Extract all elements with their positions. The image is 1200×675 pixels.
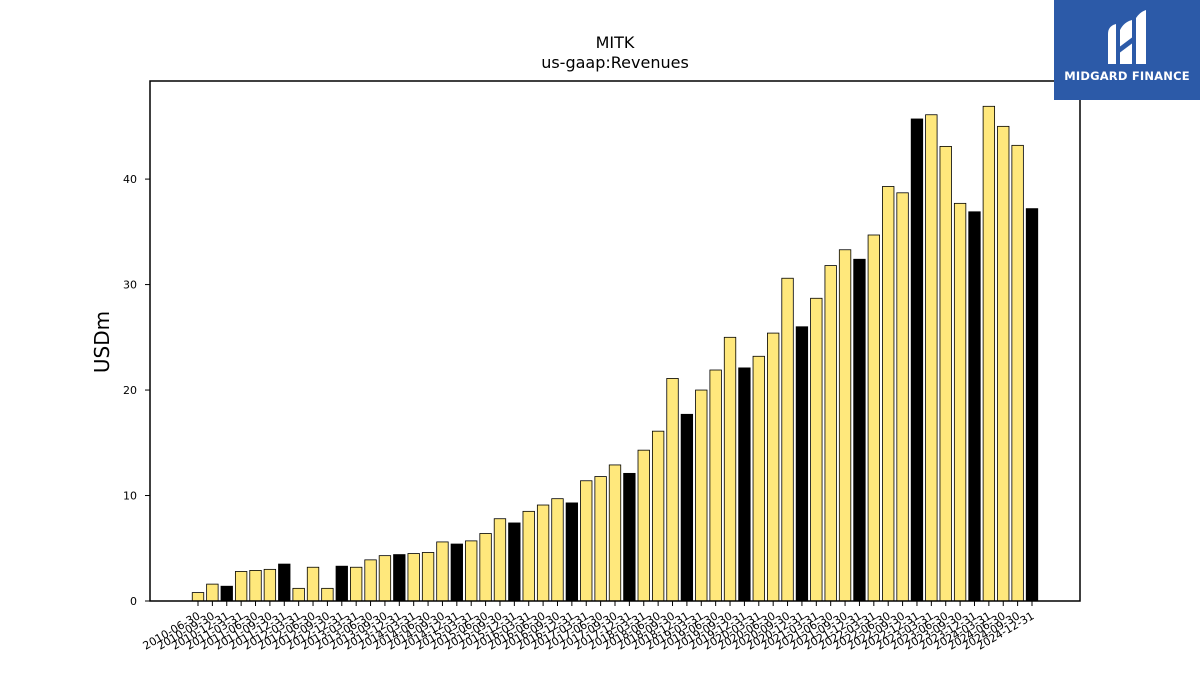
quarter-bar: [695, 389, 708, 602]
quarter-bar: [608, 464, 622, 602]
quarter-bar: [493, 518, 507, 602]
quarter-bar: [465, 540, 478, 602]
midgard-finance-logo: MIDGARD FINANCE: [1054, 0, 1200, 100]
annual-bar: [968, 211, 981, 602]
quarter-bar: [479, 533, 492, 602]
quarter-bar: [810, 297, 823, 602]
quarter-bar: [867, 234, 880, 602]
annual-bar: [853, 258, 866, 602]
bar-group: [191, 105, 1039, 602]
x-axis: 2010-06-302010-09-302010-12-312011-03-31…: [141, 601, 1037, 653]
quarter-bar: [838, 249, 852, 602]
logo-text: MIDGARD FINANCE: [1064, 69, 1190, 83]
quarter-bar: [378, 555, 392, 602]
annual-bar: [623, 472, 636, 602]
y-tick-label: 40: [123, 173, 137, 186]
quarter-bar: [939, 145, 952, 602]
quarter-bar: [407, 553, 420, 602]
quarter-bar: [982, 105, 996, 602]
quarter-bar: [1011, 144, 1024, 602]
quarter-bar: [292, 587, 305, 602]
annual-bar: [1025, 208, 1039, 602]
quarter-bar: [666, 378, 679, 602]
annual-bar: [508, 522, 521, 602]
quarter-bar: [723, 336, 737, 602]
annual-bar: [278, 563, 291, 602]
quarter-bar: [306, 566, 320, 602]
quarter-bar: [263, 568, 277, 602]
quarter-bar: [234, 571, 248, 602]
quarter-bar: [767, 332, 780, 602]
quarter-bar: [594, 476, 607, 602]
quarter-bar: [536, 504, 550, 602]
quarter-bar: [321, 587, 334, 602]
annual-bar: [335, 565, 348, 602]
quarter-bar: [752, 355, 765, 602]
quarter-bar: [925, 114, 938, 602]
y-axis: 0 10 20 30 40: [123, 173, 150, 608]
quarter-bar: [191, 592, 205, 602]
annual-bar: [393, 554, 406, 602]
plot-frame: [149, 80, 1081, 602]
annual-bar: [910, 118, 924, 602]
quarter-bar: [637, 449, 650, 602]
quarter-bar: [421, 552, 435, 602]
quarter-bar: [824, 265, 837, 602]
quarter-bar: [580, 480, 593, 602]
quarter-bar: [249, 570, 262, 602]
quarter-bar: [651, 430, 665, 602]
annual-bar: [450, 543, 463, 602]
y-tick-label: 0: [130, 595, 137, 608]
quarter-bar: [709, 369, 722, 602]
quarter-bar: [551, 498, 564, 602]
chart-title: MITK: [596, 33, 635, 52]
quarter-bar: [436, 541, 449, 602]
quarter-bar: [522, 510, 535, 602]
quarter-bar: [953, 202, 967, 602]
chart-subtitle: us-gaap:Revenues: [541, 53, 689, 72]
y-tick-label: 10: [123, 490, 137, 503]
quarter-bar: [364, 559, 377, 602]
quarter-bar: [997, 125, 1010, 602]
y-tick-label: 30: [123, 279, 137, 292]
quarter-bar: [350, 566, 363, 602]
quarter-bar: [206, 583, 219, 602]
annual-bar: [220, 585, 233, 602]
midgard-m-icon: [1108, 10, 1146, 64]
quarter-bar: [896, 192, 909, 602]
y-axis-label: USDm: [90, 311, 114, 373]
annual-bar: [680, 413, 694, 602]
annual-bar: [565, 502, 579, 602]
annual-bar: [738, 367, 751, 602]
y-tick-label: 20: [123, 384, 137, 397]
quarter-bar: [882, 186, 895, 602]
annual-bar: [795, 326, 809, 602]
quarter-bar: [781, 277, 794, 602]
